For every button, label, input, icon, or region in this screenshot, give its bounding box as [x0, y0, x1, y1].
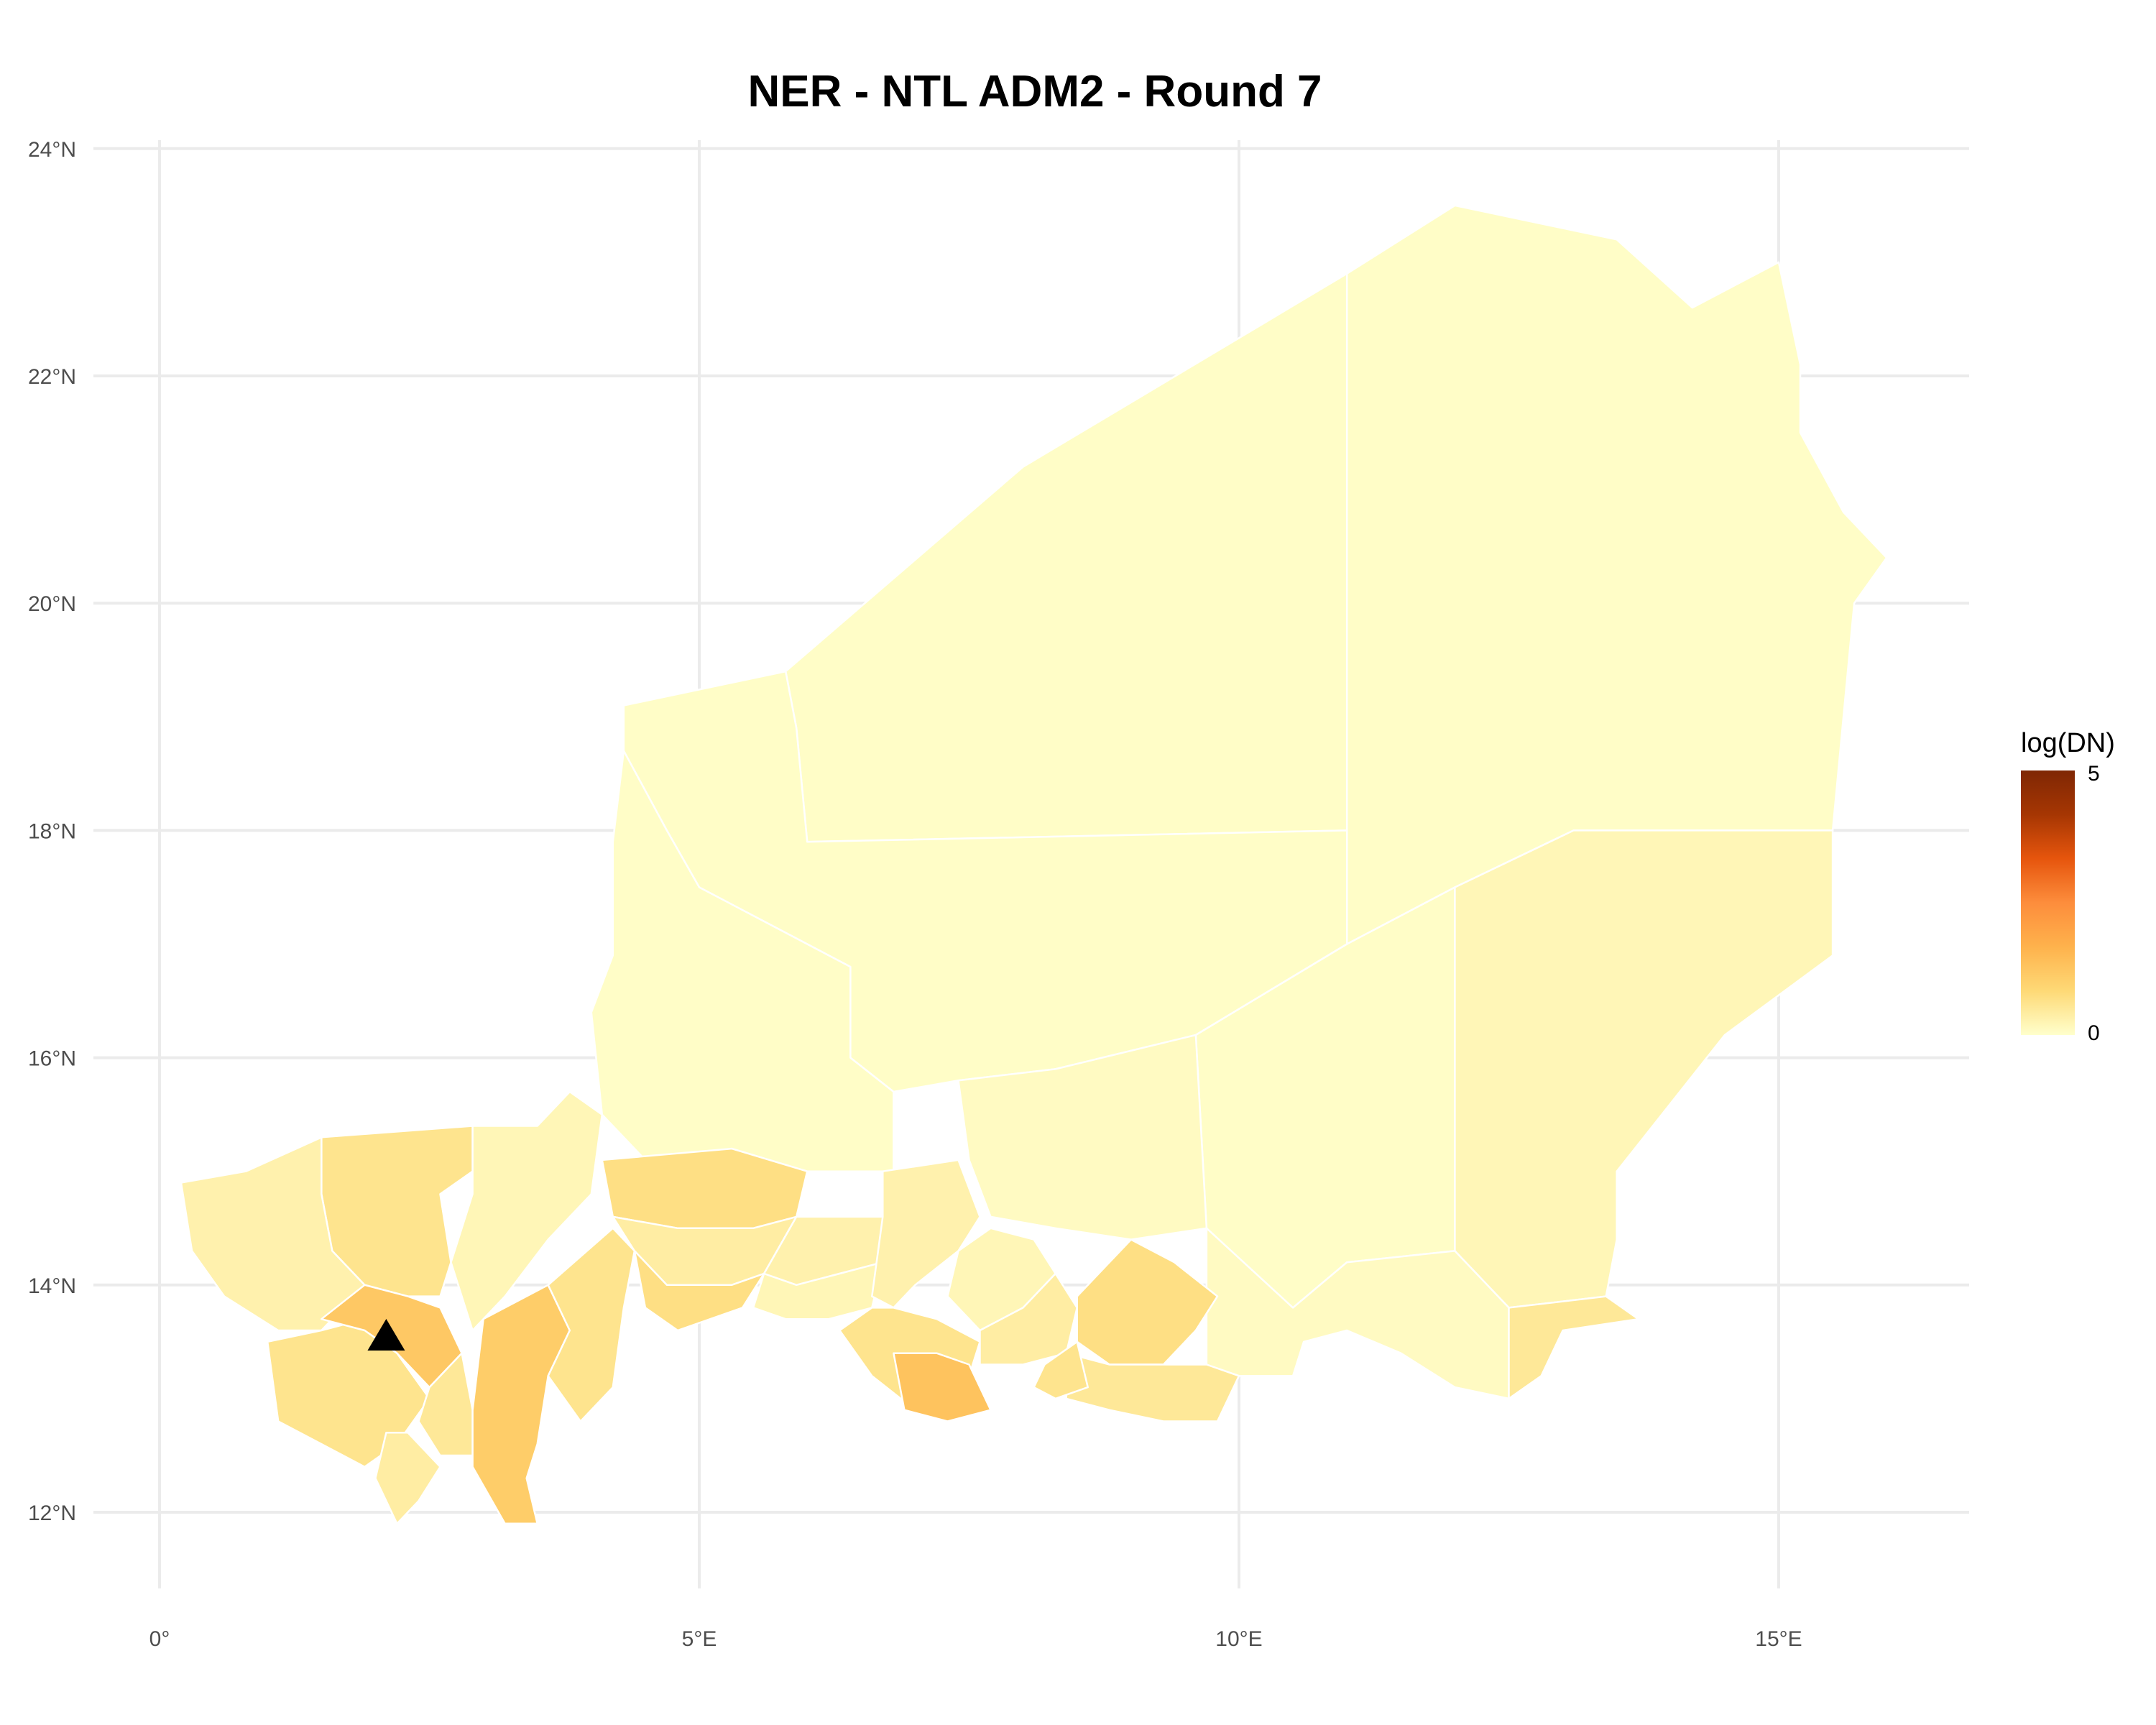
x-tick-label-1: 5°E	[682, 1627, 717, 1651]
adm2-region-25	[893, 1352, 992, 1422]
legend-title: log(DN)	[2021, 728, 2115, 758]
legend: log(DN) 5 0	[2021, 728, 2115, 1045]
adm2-region-21	[633, 1250, 765, 1332]
adm2-region-7	[1205, 1227, 1510, 1400]
adm2-regions	[180, 204, 1888, 1525]
y-tick-label-4: 20°N	[28, 592, 76, 616]
y-tick-label-5: 22°N	[28, 365, 76, 389]
adm2-region-16	[471, 1284, 571, 1525]
location-triangle-marker	[367, 1318, 405, 1351]
y-tick-label-6: 24°N	[28, 138, 76, 162]
map-title: NER - NTL ADM2 - Round 7	[747, 67, 1322, 116]
adm2-region-0	[784, 272, 1348, 843]
adm2-region-13	[374, 1432, 441, 1525]
y-tick-label-3: 18°N	[28, 819, 76, 843]
y-tick-label-2: 16°N	[28, 1047, 76, 1071]
x-tick-label-0: 0°	[149, 1627, 170, 1651]
adm2-region-23	[871, 1159, 981, 1309]
adm2-region-15	[450, 1090, 604, 1332]
adm2-region-5	[1454, 829, 1834, 1309]
x-tick-label-3: 15°E	[1755, 1627, 1802, 1651]
adm2-region-27	[979, 1272, 1078, 1366]
legend-max-label: 5	[2088, 762, 2100, 786]
x-tick-label-2: 10°E	[1215, 1627, 1262, 1651]
adm2-region-28	[1076, 1238, 1219, 1366]
y-tick-label-0: 12°N	[28, 1501, 76, 1525]
legend-min-label: 0	[2088, 1021, 2100, 1045]
legend-colorbar	[2021, 770, 2075, 1035]
marker-layer	[367, 1318, 405, 1351]
adm2-region-8	[1508, 1295, 1639, 1400]
axis-labels: 0° 5°E 10°E 15°E 12°N 14°N 16°N 18°N 20°N 22°N 24°…	[28, 138, 1802, 1651]
adm2-region-17	[547, 1227, 636, 1422]
adm2-region-29	[1065, 1352, 1240, 1422]
y-tick-label-1: 14°N	[28, 1274, 76, 1298]
adm2-region-30	[1033, 1340, 1089, 1400]
